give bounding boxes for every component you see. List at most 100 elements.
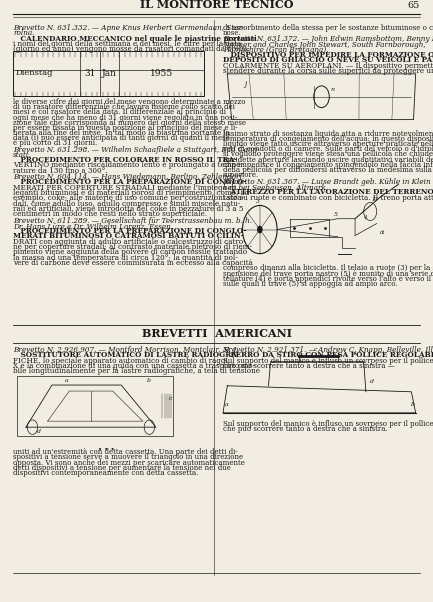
- Text: reti di condotti o di camere. Sulle parti del veicolo o d'idrolo che: reti di condotti o di camere. Sulle part…: [223, 145, 433, 154]
- Text: Brevetto N. 631.372. — John Edwin Ramsbottom, Benny Lock-: Brevetto N. 631.372. — John Edwin Ramsbo…: [223, 35, 433, 43]
- Text: c: c: [313, 347, 317, 352]
- Text: MERATI PER COPERTURE STRADALI mediante l'impiego di: MERATI PER COPERTURE STRADALI mediante l…: [13, 184, 236, 191]
- Text: d: d: [370, 379, 374, 383]
- Text: anzidette aperture lasciando uscire quantitativi variabili del liquido: anzidette aperture lasciando uscire quan…: [223, 155, 433, 164]
- Text: che può scorrere tanto a destra che a sinistra.: che può scorrere tanto a destra che a si…: [223, 426, 388, 433]
- Text: sulle quali il trave (5) si appoggia ad ampio arco.: sulle quali il trave (5) si appoggia ad …: [223, 280, 397, 288]
- Text: data (ì) può essere anticipata di tanti giorni di quanti il mese: data (ì) può essere anticipata di tanti …: [13, 134, 230, 142]
- Text: DRATI con aggiunta di adulto artificiale o calcestruzzo di catro-: DRATI con aggiunta di adulto artificiale…: [13, 238, 246, 246]
- Text: berata alla fine del mese. In tal modo la piastrina portante la: berata alla fine del mese. In tal modo l…: [13, 129, 230, 137]
- Text: spositivi a tensione serve a muovere il triangolo in una direzione: spositivi a tensione serve a muovere il …: [13, 453, 243, 461]
- Text: leganti bituminosi e di materiali porosi di riempimento, come, ad: leganti bituminosi e di materiali porosi…: [13, 189, 249, 197]
- Text: FICHE, lo speciale apparato automatico di cambio di raggi: FICHE, lo speciale apparato automatico d…: [13, 357, 228, 365]
- Text: d₁: d₁: [380, 231, 386, 235]
- Text: rature da 130 fino a 300°.: rature da 130 fino a 300°.: [13, 167, 108, 175]
- Text: Dr. Hans Lüre e Dr. Wilhelm Lorenz, Essen.: Dr. Hans Lüre e Dr. Wilhelm Lorenz, Esse…: [13, 222, 173, 230]
- Text: mesi e col rasatore della data. Il differenziale al principio di: mesi e col rasatore della data. Il diffe…: [13, 108, 226, 116]
- Text: spinner and Charles John Stewart, South Farnborough,: spinner and Charles John Stewart, South …: [223, 40, 426, 49]
- Text: superiore.: superiore.: [223, 171, 259, 179]
- Text: b: b: [147, 378, 151, 383]
- Text: le diverse cifre dei giorni del mese vengono determinate a mezzo: le diverse cifre dei giorni del mese ven…: [13, 98, 246, 106]
- Text: di assorbimento della stessa per le sostanze bituminose o catru-: di assorbimento della stessa per le sost…: [223, 24, 433, 32]
- Text: X e la combinazione di una guida con una cassetta a trasporto mo-: X e la combinazione di una guida con una…: [13, 362, 255, 370]
- Text: PROCEDIMENTO PER LA PREPARAZIONE DI CONGLO-: PROCEDIMENTO PER LA PREPARAZIONE DI CONG…: [13, 178, 246, 187]
- Text: di un rasatore differenziale che lavora insieme collo scatto dei: di un rasatore differenziale che lavora …: [13, 104, 235, 111]
- Text: Brevetto N. 2.926.907. — Montford Morrison, Montclair, N. J.: Brevetto N. 2.926.907. — Montford Morris…: [13, 346, 238, 354]
- Text: 3: 3: [256, 199, 260, 204]
- Text: VERTINO mediante riscaldamento lento e prolungato a tempe-: VERTINO mediante riscaldamento lento e p…: [13, 161, 243, 170]
- Text: esempio, coke; alle materie di uso comune per costruzioni stra-: esempio, coke; alle materie di uso comun…: [13, 194, 244, 202]
- Text: che impedisce il congelamento spingendolo nella faccia inferiore: che impedisce il congelamento spingendol…: [223, 161, 433, 169]
- Text: Brevetto N. 631.332. — Apne Knus Herbert Germendaan, Star-: Brevetto N. 631.332. — Apne Knus Herbert…: [13, 24, 245, 32]
- Text: b: b: [410, 402, 414, 406]
- Text: centimetri in modo che resti nello strato superficiale.: centimetri in modo che resti nello strat…: [13, 210, 207, 218]
- Text: CALENDARIO MECCANICO nel quale le piastrine portanti: CALENDARIO MECCANICO nel quale le piastr…: [13, 35, 257, 43]
- Text: Brevetto N. 604.114. — Hans Wiedemann, Berlino, Zehlendorf.: Brevetto N. 604.114. — Hans Wiedemann, B…: [13, 173, 244, 181]
- Text: 65: 65: [408, 1, 420, 10]
- Text: 4: 4: [363, 215, 366, 220]
- Text: bile longitudinalmente per la lastre radiografiche, a tela di tensione: bile longitudinalmente per la lastre rad…: [13, 367, 260, 375]
- Text: Dienstag: Dienstag: [15, 69, 53, 77]
- Text: BREVETTI  AMERICANI: BREVETTI AMERICANI: [142, 328, 291, 339]
- Text: DISPOSITIVO PER IMPEDIRE LA FORMAZIONE OD IL: DISPOSITIVO PER IMPEDIRE LA FORMAZIONE O…: [223, 51, 433, 59]
- Text: Brevetto N. 611.289. — Gesellschaft für Teerstrassenbau m. b. h.: Brevetto N. 611.289. — Gesellschaft für …: [13, 217, 252, 225]
- Text: 1955: 1955: [150, 69, 173, 78]
- Text: tato su ruote e combinato con bicicletta. Il treno porta attrez-: tato su ruote e combinato con bicicletta…: [223, 194, 433, 202]
- Text: stendere durante la corsa sulle superfici da proteggere un sotti-: stendere durante la corsa sulle superfic…: [223, 67, 433, 75]
- Text: è più corto di 31 giorni.: è più corto di 31 giorni.: [13, 139, 97, 147]
- Text: c: c: [169, 396, 172, 401]
- Text: d: d: [37, 429, 41, 434]
- Text: SOSTITUTORE AUTOMATICO DI LASTRE RADIOGRA-: SOSTITUTORE AUTOMATICO DI LASTRE RADIOGR…: [13, 352, 240, 359]
- Text: lissimo strato di sostanza liquida atta a ridurre notevolmente la: lissimo strato di sostanza liquida atta …: [223, 130, 433, 138]
- Text: della pellicola per diffondersi attraverso la medesima sulla faccia: della pellicola per diffondersi attraver…: [223, 166, 433, 174]
- Text: Jan: Jan: [102, 69, 117, 78]
- Text: uniti ad un'estremità con detta cassetta. Una parte dei detti di-: uniti ad un'estremità con detta cassetta…: [13, 448, 238, 456]
- Text: FERRO DA STIRO CON PESA POLLICE REGOLABILE.: FERRO DA STIRO CON PESA POLLICE REGOLABI…: [223, 352, 433, 359]
- Text: Brevetto N. 631.298. — Wilhelm Schaafliele a Stuttgart, Bad Cann-: Brevetto N. 631.298. — Wilhelm Schaaflie…: [13, 146, 260, 154]
- Text: tellature (4) e porta appendici rivolte verso l'alto e verso il retro: tellature (4) e porta appendici rivolte …: [223, 275, 433, 283]
- Text: 31: 31: [84, 69, 96, 78]
- Text: zione tale che corrisponda al numero dei giorni della stesso mese: zione tale che corrisponda al numero dei…: [13, 119, 246, 126]
- Text: temperatura di congelamento dell'acqua: in questo dispositivo il: temperatura di congelamento dell'acqua: …: [223, 135, 433, 143]
- Text: COLARMENTE SU AEROPLANI. — Il dispositivo permette di: COLARMENTE SU AEROPLANI. — Il dispositiv…: [223, 61, 433, 70]
- Text: ATTREZZO PER LA LAVORAZIONE DEL TERRENO mon-: ATTREZZO PER LA LAVORAZIONE DEL TERRENO …: [223, 188, 433, 196]
- Text: MERATI BITUMINOSI O CATRAMOSI BATTUTI O CILIN-: MERATI BITUMINOSI O CATRAMOSI BATTUTI O …: [13, 232, 244, 240]
- Text: • • •: • • •: [98, 447, 114, 453]
- Text: a: a: [225, 402, 229, 406]
- Text: ne per coperture stradali; al contrasto materiale pietroso di riem-: ne per coperture stradali; al contrasto …: [13, 243, 252, 251]
- Text: vere di carbone deve essere commisurata in eccesso alla capacità: vere di carbone deve essere commisurata …: [13, 259, 253, 267]
- Text: ogni mese che ha meno di 31 giorni viene regolato in una posi-: ogni mese che ha meno di 31 giorni viene…: [13, 114, 237, 122]
- Text: Hampshire (Gran Bretagna).: Hampshire (Gran Bretagna).: [223, 46, 329, 54]
- Text: la massa ad una temperatura di circa 120°; la quantità di pol-: la massa ad una temperatura di circa 120…: [13, 253, 238, 262]
- Circle shape: [257, 226, 262, 233]
- Text: opposta. Vi sono anche dei mezzi per scaricare automaticamente: opposta. Vi sono anche dei mezzi per sca…: [13, 459, 245, 467]
- Text: compreso dinanzi alla bicicletta. Il telaio a ruote (3) per la so-: compreso dinanzi alla bicicletta. Il tel…: [223, 264, 433, 273]
- Text: spensione del trave porta nastro (5) è munito di una serie di den-: spensione del trave porta nastro (5) è m…: [223, 270, 433, 278]
- Text: PROCEDIMENTO PER COLORARE IN ROSSO IL TRA-: PROCEDIMENTO PER COLORARE IN ROSSO IL TR…: [13, 156, 237, 164]
- Text: Sul supporto del manico è influso un sovrpeso per il pollice: Sul supporto del manico è influso un sov…: [223, 420, 433, 428]
- Text: DEPOSITO DI GHIACCIO O NEVE SU VEICOLI E PARTI-: DEPOSITO DI GHIACCIO O NEVE SU VEICOLI E…: [223, 57, 433, 64]
- Text: che può scorrere tanto a destra che a sinistra —: che può scorrere tanto a destra che a si…: [223, 362, 395, 370]
- Text: per essere fissata in questa posizione al principio del mese e li-: per essere fissata in questa posizione a…: [13, 124, 238, 132]
- Text: nose.: nose.: [223, 29, 242, 37]
- Text: rolna.: rolna.: [13, 29, 35, 37]
- Text: 5: 5: [333, 213, 337, 217]
- Text: dispositivi contemporaneamente con detta cassetta.: dispositivi contemporaneamente con detta…: [13, 469, 198, 477]
- Text: PROCEDIMENTO PER LA PREPARAZIONE DI CONGLO-: PROCEDIMENTO PER LA PREPARAZIONE DI CONG…: [13, 227, 246, 235]
- Text: dali, come adullo luso, adullo compresso e simili miscele natu-: dali, come adullo luso, adullo compresso…: [13, 200, 240, 208]
- Text: detti dispositivi a tensione per aumentare la tensione nei due: detti dispositivi a tensione per aumenta…: [13, 464, 231, 471]
- Text: Brevetto N. 631.367. — Luise Brandt geb. Kühle in Klein Schal-: Brevetto N. 631.367. — Luise Brandt geb.…: [223, 178, 433, 186]
- Text: (giorno ed anno) vengono mosse da rasatori comandati da cretti:: (giorno ed anno) vengono mosse da rasato…: [13, 45, 249, 53]
- Bar: [13, 51, 204, 96]
- Text: liquido viene fatto uscire attraverso aperture praticate nelle pa-: liquido viene fatto uscire attraverso ap…: [223, 140, 433, 148]
- Text: si vogliono proteggere viene stesa una pellicola che chiude le: si vogliono proteggere viene stesa una p…: [223, 150, 433, 158]
- Text: j: j: [245, 80, 247, 88]
- Text: 13: 13: [372, 197, 378, 202]
- Bar: [17, 376, 173, 436]
- Text: ken bei Seehausen, Altmark.: ken bei Seehausen, Altmark.: [223, 183, 328, 191]
- Text: n: n: [331, 87, 335, 92]
- Text: rali ed artificiali, viene introdotta del coke in pezzature di 3 a 5: rali ed artificiali, viene introdotta de…: [13, 205, 243, 213]
- Text: i nomi dei giorni della settimana e dei mesi, le cifre per la data: i nomi dei giorni della settimana e dei …: [13, 40, 241, 48]
- Text: IL MONITORE TECNICO: IL MONITORE TECNICO: [140, 0, 293, 10]
- Text: pimento viene aggiunta della polvere di carbon fossile trattando: pimento viene aggiunta della polvere di …: [13, 249, 247, 256]
